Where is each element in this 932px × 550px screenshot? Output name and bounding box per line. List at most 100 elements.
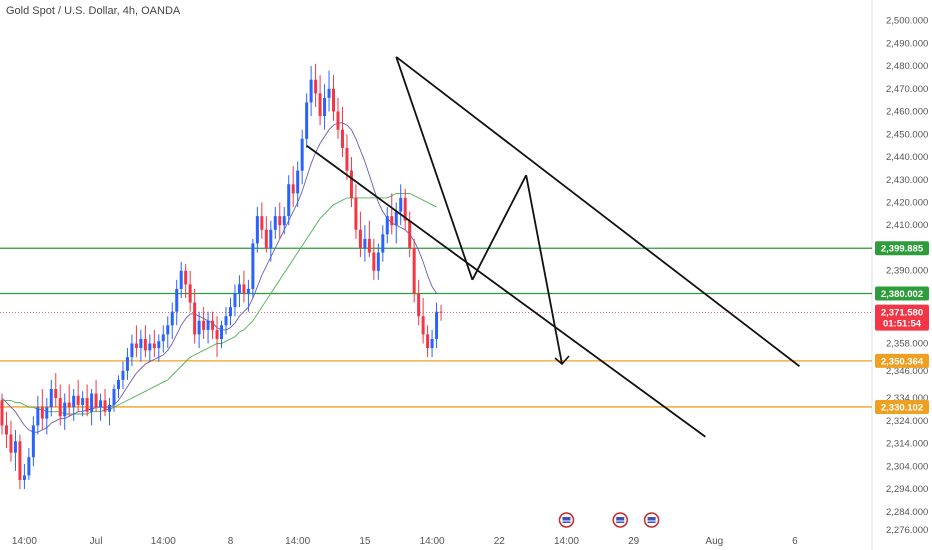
candle-body bbox=[166, 325, 170, 335]
event-flag-icon bbox=[562, 517, 571, 523]
candle-body bbox=[390, 216, 394, 226]
candle-body bbox=[197, 320, 201, 335]
candle-body bbox=[179, 270, 183, 289]
candle-body bbox=[287, 184, 291, 217]
candle-body bbox=[430, 338, 434, 349]
y-tick-label: 2,324.000 bbox=[886, 416, 928, 427]
y-tick-label: 2,500.000 bbox=[886, 16, 928, 27]
candle-body bbox=[354, 197, 358, 230]
price-level-tag bbox=[875, 241, 929, 256]
y-tick-label: 2,420.000 bbox=[886, 197, 928, 208]
candle-body bbox=[36, 407, 40, 426]
x-tick-label: Jul bbox=[90, 536, 103, 547]
x-tick-label: 6 bbox=[792, 536, 798, 547]
x-tick-label: Aug bbox=[705, 536, 723, 547]
candle-body bbox=[372, 252, 376, 271]
y-tick-label: 2,490.000 bbox=[886, 38, 928, 49]
y-tick-label: 2,314.000 bbox=[886, 439, 928, 450]
candle-body bbox=[215, 329, 219, 339]
candle-body bbox=[381, 234, 385, 253]
candle-body bbox=[90, 393, 94, 412]
candle-body bbox=[421, 316, 425, 335]
candle-body bbox=[13, 441, 17, 453]
candle-body bbox=[412, 247, 416, 294]
candle-body bbox=[116, 379, 120, 389]
candle-body bbox=[349, 170, 353, 198]
candle-body bbox=[63, 402, 67, 417]
candle-body bbox=[224, 316, 228, 326]
candle-body bbox=[399, 197, 403, 212]
y-tick-label: 2,276.000 bbox=[886, 525, 928, 536]
y-tick-label: 2,430.000 bbox=[886, 175, 928, 186]
candle-body bbox=[206, 320, 210, 330]
candle-body bbox=[40, 407, 44, 419]
candle-body bbox=[233, 293, 237, 308]
y-tick-label: 2,450.000 bbox=[886, 129, 928, 140]
price-level-tag-label: 2,380.002 bbox=[881, 289, 923, 300]
candle-body bbox=[260, 216, 264, 230]
candle-body bbox=[94, 393, 98, 408]
chart-title: Gold Spot / U.S. Dollar, 4h, OANDA bbox=[6, 5, 181, 17]
candle-body bbox=[237, 284, 241, 294]
y-tick-label: 2,470.000 bbox=[886, 84, 928, 95]
current-price-label: 2,371.580 bbox=[881, 308, 923, 319]
candle-body bbox=[45, 407, 49, 419]
candle-body bbox=[175, 288, 179, 312]
candle-body bbox=[300, 138, 304, 171]
candle-body bbox=[282, 216, 286, 226]
countdown-label: 01:51:54 bbox=[883, 319, 922, 330]
x-tick-label: 29 bbox=[628, 536, 640, 547]
candle-body bbox=[255, 216, 259, 244]
candle-body bbox=[76, 395, 80, 405]
moving-average-line bbox=[1, 122, 437, 433]
price-level-tag-label: 2,399.885 bbox=[881, 244, 924, 255]
candle-body bbox=[220, 325, 224, 339]
candle-body bbox=[273, 216, 277, 230]
candle-body bbox=[332, 88, 336, 112]
candle-body bbox=[54, 388, 58, 399]
candle-body bbox=[85, 398, 89, 412]
x-tick-label: 22 bbox=[494, 536, 506, 547]
candle-body bbox=[157, 341, 161, 349]
x-tick-label: 8 bbox=[228, 536, 234, 547]
candle-body bbox=[228, 307, 232, 317]
y-tick-label: 2,440.000 bbox=[886, 152, 928, 163]
x-tick-label: 14:00 bbox=[151, 536, 176, 547]
candle-body bbox=[363, 238, 367, 248]
candle-body bbox=[202, 320, 206, 330]
candle-body bbox=[291, 184, 295, 194]
candle-body bbox=[130, 343, 134, 358]
candle-body bbox=[296, 170, 300, 194]
event-flag-icon bbox=[647, 517, 656, 523]
candle-body bbox=[112, 388, 116, 405]
moving-average-line bbox=[2, 192, 437, 415]
candle-body bbox=[31, 425, 35, 458]
y-tick-label: 2,480.000 bbox=[886, 61, 928, 72]
candle-body bbox=[184, 270, 188, 285]
trend-line bbox=[306, 144, 706, 438]
candle-body bbox=[385, 216, 389, 235]
arrow-head bbox=[554, 355, 570, 366]
candle-body bbox=[152, 343, 156, 349]
y-tick-label: 2,334.000 bbox=[886, 393, 928, 404]
candle-body bbox=[246, 288, 250, 294]
price-level-tag-label: 2,350.364 bbox=[881, 356, 924, 367]
trend-line bbox=[525, 175, 563, 365]
y-tick-label: 2,390.000 bbox=[886, 266, 928, 277]
trend-line bbox=[395, 56, 474, 281]
y-tick-label: 2,358.000 bbox=[886, 339, 928, 350]
candle-body bbox=[161, 334, 165, 342]
price-level-tag bbox=[875, 399, 929, 414]
candle-body bbox=[394, 211, 398, 226]
candle-body bbox=[188, 284, 192, 303]
y-tick-label: 2,410.000 bbox=[886, 220, 928, 231]
candle-body bbox=[193, 302, 197, 335]
candle-body bbox=[125, 357, 129, 371]
candle-body bbox=[340, 129, 344, 148]
price-level-tag-label: 2,330.102 bbox=[881, 402, 923, 413]
candle-body bbox=[134, 343, 138, 349]
candle-body bbox=[251, 243, 255, 289]
candle-body bbox=[269, 229, 273, 248]
candle-body bbox=[170, 311, 174, 326]
